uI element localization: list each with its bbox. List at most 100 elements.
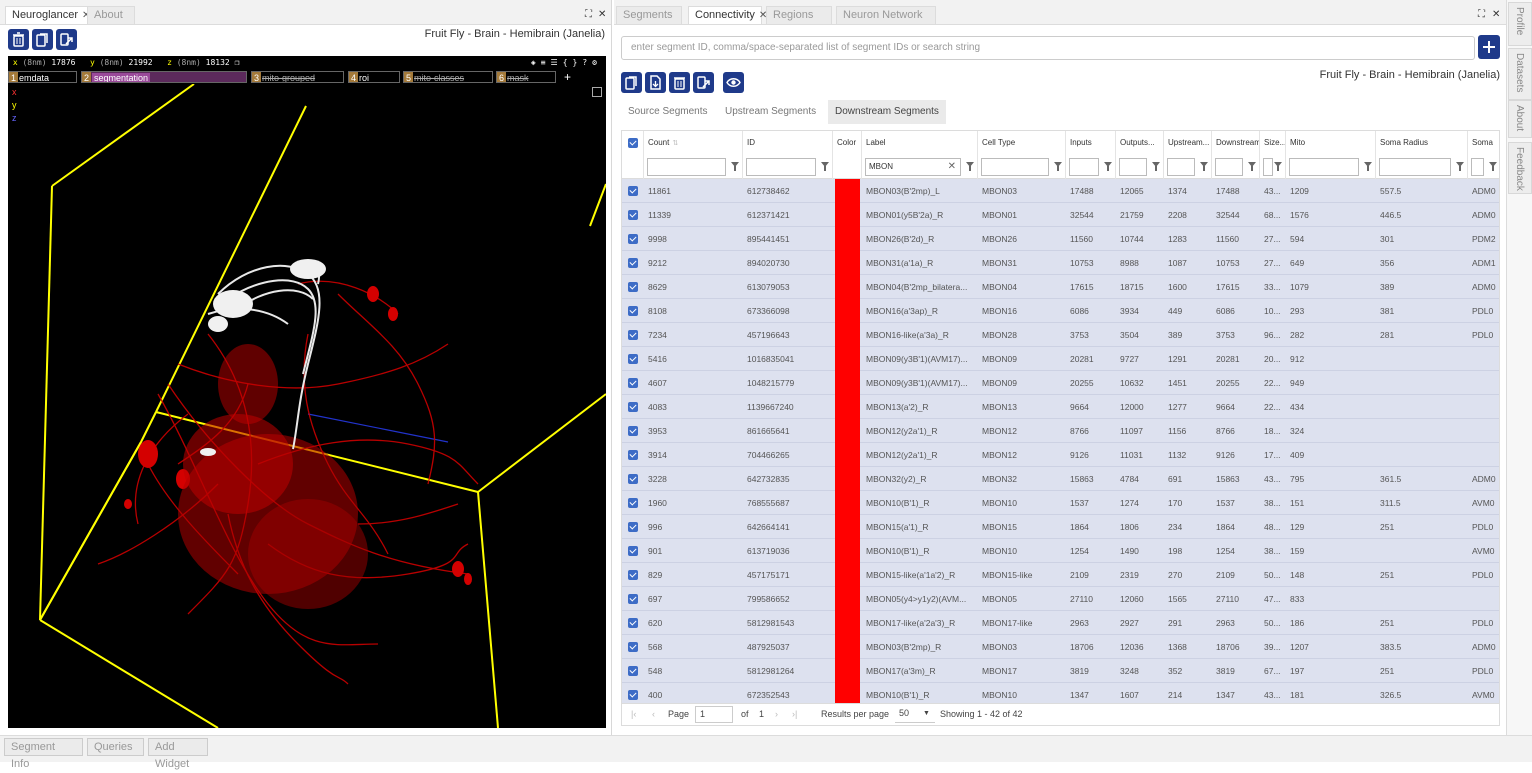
column-header[interactable]: Label <box>862 131 978 155</box>
row-checkbox[interactable] <box>628 186 638 196</box>
column-header[interactable]: Inputs <box>1066 131 1116 155</box>
segment-color-swatch[interactable] <box>835 539 860 563</box>
row-checkbox[interactable] <box>628 402 638 412</box>
tab-regions[interactable]: Regions <box>766 6 832 24</box>
table-row[interactable]: 1960 768555687 MBON10(B'1)_R MBON10 1537 1274… <box>622 491 1499 515</box>
help-icon[interactable]: ? <box>582 58 593 67</box>
segment-search-input[interactable]: enter segment ID, comma/space-separated … <box>621 36 1475 60</box>
filter-icon[interactable] <box>1104 162 1112 171</box>
close-icon[interactable]: ✕ <box>82 10 90 21</box>
segment-color-swatch[interactable] <box>835 275 860 299</box>
segment-color-swatch[interactable] <box>835 371 860 395</box>
column-header[interactable]: Cell Type <box>978 131 1066 155</box>
table-row[interactable]: 3953 861665641 MBON12(y2a'1)_R MBON12 8766 11… <box>622 419 1499 443</box>
segment-color-swatch[interactable] <box>835 443 860 467</box>
layer-4[interactable]: 4 roi <box>348 71 400 83</box>
maximize-icon[interactable]: ⛶ <box>1478 9 1485 20</box>
row-checkbox[interactable] <box>628 426 638 436</box>
table-row[interactable]: 11339 612371421 MBON01(y5B'2a)_R MBON01 3254… <box>622 203 1499 227</box>
column-header[interactable]: Count ⇅ <box>644 131 743 155</box>
tab-segments[interactable]: Segments <box>616 6 682 24</box>
filter-icon[interactable] <box>966 162 974 171</box>
settings-icon[interactable]: ⚙ <box>592 58 602 67</box>
close-pane-icon[interactable]: ✕ <box>598 9 607 20</box>
column-filter-input[interactable] <box>1167 158 1195 176</box>
filter-icon[interactable] <box>1152 162 1160 171</box>
next-page-icon[interactable]: › <box>775 709 778 719</box>
filter-icon[interactable] <box>1364 162 1372 171</box>
segment-color-swatch[interactable] <box>835 659 860 683</box>
sort-icon[interactable]: ⇅ <box>672 140 679 147</box>
table-row[interactable]: 620 5812981543 MBON17-like(a'2a'3)_R MBON17… <box>622 611 1499 635</box>
table-row[interactable]: 5416 1016835041 MBON09(y3B'1)(AVM17)... MBO… <box>622 347 1499 371</box>
clear-filter-icon[interactable]: ✕ <box>947 161 956 172</box>
row-checkbox[interactable] <box>628 258 638 268</box>
segment-color-swatch[interactable] <box>835 611 860 635</box>
row-checkbox[interactable] <box>628 666 638 676</box>
row-checkbox[interactable] <box>628 618 638 628</box>
layer-5[interactable]: 5 mito-classes <box>403 71 493 83</box>
sliders-icon[interactable]: ☰ <box>550 58 563 67</box>
column-filter-input[interactable] <box>647 158 726 176</box>
tab-neuron-network[interactable]: Neuron Network <box>836 6 936 24</box>
tab-connectivity[interactable]: Connectivity ✕ <box>688 6 767 24</box>
copy-button[interactable] <box>621 72 642 93</box>
table-row[interactable]: 7234 457196643 MBON16-like(a'3a)_R MBON28 37… <box>622 323 1499 347</box>
segment-color-swatch[interactable] <box>835 419 860 443</box>
list-icon[interactable]: ≡ <box>540 58 551 67</box>
first-page-icon[interactable]: |‹ <box>631 709 637 719</box>
row-checkbox[interactable] <box>628 306 638 316</box>
segment-color-swatch[interactable] <box>835 299 860 323</box>
segment-color-swatch[interactable] <box>835 563 860 587</box>
column-header[interactable]: Soma Radius <box>1376 131 1468 155</box>
segment-color-swatch[interactable] <box>835 395 860 419</box>
table-row[interactable]: 4083 1139667240 MBON13(a'2)_R MBON13 9664 120… <box>622 395 1499 419</box>
subtab-upstream-segments[interactable]: Upstream Segments <box>725 106 817 117</box>
layer-6[interactable]: 6 mask <box>496 71 556 83</box>
row-checkbox[interactable] <box>628 354 638 364</box>
add-layer-button[interactable]: + <box>564 70 572 84</box>
3d-view[interactable] <box>8 84 606 728</box>
table-row[interactable]: 8629 613079053 MBON04(B'2mp_bilatera... MBO… <box>622 275 1499 299</box>
column-header[interactable]: Mito <box>1286 131 1376 155</box>
tab-about[interactable]: About <box>87 6 135 24</box>
table-row[interactable]: 400 672352543 MBON10(B'1)_R MBON10 1347 1607 2… <box>622 683 1499 703</box>
share-button[interactable] <box>693 72 714 93</box>
page-number-input[interactable]: 1 <box>695 706 733 723</box>
row-checkbox[interactable] <box>628 546 638 556</box>
close-icon[interactable]: ✕ <box>758 10 768 21</box>
column-header[interactable]: Upstream... <box>1164 131 1212 155</box>
segment-info-button[interactable]: Segment Info <box>4 738 83 770</box>
segment-color-swatch[interactable] <box>835 179 860 203</box>
download-button[interactable] <box>645 72 666 93</box>
filter-icon[interactable] <box>1054 162 1062 171</box>
column-header[interactable]: ID <box>743 131 833 155</box>
column-filter-input[interactable] <box>1263 158 1273 176</box>
column-header[interactable]: Soma <box>1468 131 1499 155</box>
column-header[interactable]: Size... <box>1260 131 1286 155</box>
trash-button[interactable] <box>669 72 690 93</box>
side-tab-about[interactable]: About <box>1508 100 1532 138</box>
filter-icon[interactable] <box>731 162 739 171</box>
row-checkbox[interactable] <box>628 570 638 580</box>
maximize-icon[interactable]: ⛶ <box>585 9 592 20</box>
row-checkbox[interactable] <box>628 378 638 388</box>
column-filter-input[interactable] <box>746 158 816 176</box>
table-row[interactable]: 3914 704466265 MBON12(y2a'1)_R MBON12 9126 11… <box>622 443 1499 467</box>
table-row[interactable]: 996 642664141 MBON15(a'1)_R MBON15 1864 1806 2… <box>622 515 1499 539</box>
column-filter-input[interactable] <box>1289 158 1359 176</box>
side-tab-profile[interactable]: Profile <box>1508 2 1532 46</box>
expand-viewer-icon[interactable] <box>592 87 602 97</box>
row-checkbox[interactable] <box>628 690 638 700</box>
segment-color-swatch[interactable] <box>835 683 860 703</box>
visibility-button[interactable] <box>723 72 744 93</box>
table-row[interactable]: 829 457175171 MBON15-like(a'1a'2)_R MBON15-… <box>622 563 1499 587</box>
tab-neuroglancer[interactable]: Neuroglancer✕ <box>5 6 98 24</box>
row-checkbox[interactable] <box>628 474 638 484</box>
copy-coords-icon[interactable]: ❐ <box>234 58 240 67</box>
last-page-icon[interactable]: ›| <box>792 709 798 719</box>
subtab-downstream-segments[interactable]: Downstream Segments <box>828 100 946 124</box>
results-per-page-select[interactable]: 50 ▼ <box>895 706 935 723</box>
trash-button[interactable] <box>8 29 29 50</box>
column-header[interactable]: Color <box>833 131 862 155</box>
